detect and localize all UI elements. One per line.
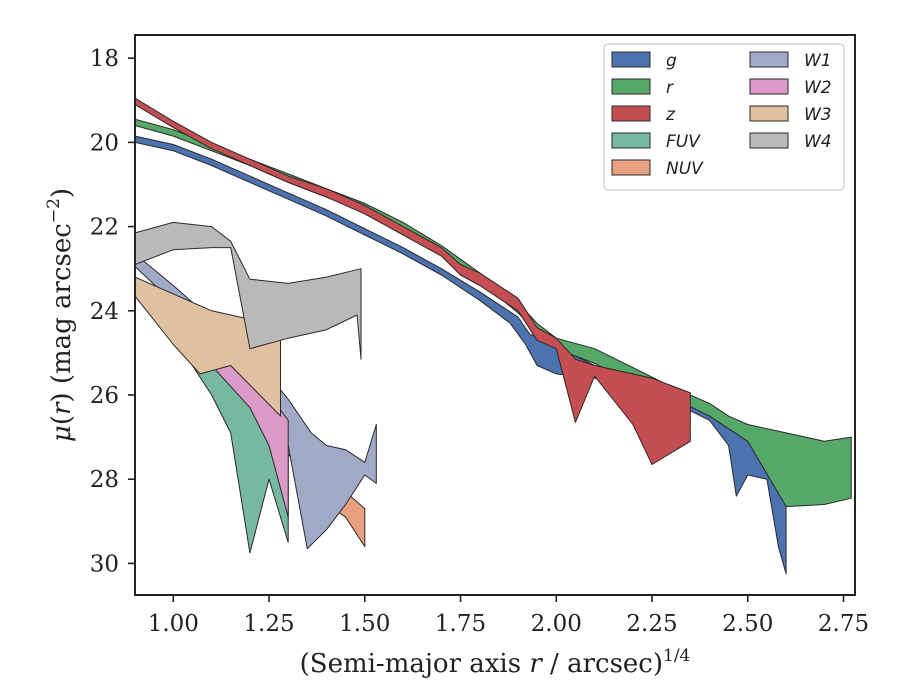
legend-swatch-w1: [749, 51, 789, 68]
series-band-g: [135, 135, 787, 575]
legend-swatch-r: [611, 78, 651, 95]
y-tick-label: 20: [90, 130, 119, 156]
legend-swatch-fuv: [611, 132, 651, 149]
y-tick-label: 28: [90, 467, 119, 493]
series-band-w4: [135, 221, 362, 360]
legend-swatch-w4: [749, 132, 789, 149]
series-band-w3: [135, 276, 281, 417]
x-tick-label: 2.25: [626, 611, 677, 637]
legend-swatch-g: [611, 51, 651, 68]
legend-label-r: r: [666, 78, 674, 98]
legend: grz FUV NUV W1 W2 W3 W4: [603, 43, 845, 191]
plot-frame: [134, 34, 856, 596]
legend-label-w3: W3: [804, 105, 832, 125]
x-axis-label: (Semi-major axis r / arcsec)1/4: [300, 646, 691, 679]
x-tick-label: 2.50: [722, 611, 773, 637]
x-tick-label: 1.25: [243, 611, 294, 637]
x-tick-label: 1.50: [339, 611, 390, 637]
legend-swatch-z: [611, 105, 651, 122]
legend-swatch-w3: [749, 105, 789, 122]
legend-label-nuv: NUV: [666, 159, 704, 179]
x-tick-label: 1.75: [435, 611, 486, 637]
x-tick-label: 2.00: [531, 611, 582, 637]
y-tick-label: 30: [90, 551, 119, 577]
legend-swatch-w2: [749, 78, 789, 95]
x-tick-label: 2.75: [818, 611, 869, 637]
legend-label-g: g: [666, 51, 677, 71]
ticks-layer: 1.00 1.25 1.50 1.75 2.00 2.25 2.50 2.75 18 20 22 24…: [90, 46, 869, 637]
legend-swatch-nuv: [611, 159, 651, 176]
y-tick-label: 24: [90, 299, 119, 325]
series-layer: [135, 97, 852, 575]
y-tick-label: 18: [90, 46, 119, 72]
legend-label-w4: W4: [804, 132, 832, 152]
y-tick-label: 26: [90, 383, 119, 409]
series-band-z: [135, 97, 691, 465]
legend-label-w2: W2: [804, 78, 832, 98]
y-tick-label: 22: [90, 215, 119, 241]
legend-label-fuv: FUV: [666, 132, 701, 152]
legend-label-z: z: [665, 105, 676, 125]
y-axis-label: μ(r) (mag arcsec−2): [44, 188, 77, 442]
legend-label-w1: W1: [804, 51, 832, 71]
x-tick-label: 1.00: [148, 611, 199, 637]
